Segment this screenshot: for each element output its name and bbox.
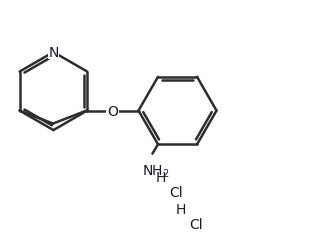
Text: H: H [176,202,186,216]
Text: NH$_2$: NH$_2$ [141,163,169,180]
Text: Cl: Cl [189,217,203,231]
Text: N: N [48,46,59,60]
Text: Cl: Cl [169,186,183,200]
Text: O: O [107,104,118,118]
Text: H: H [156,171,166,185]
